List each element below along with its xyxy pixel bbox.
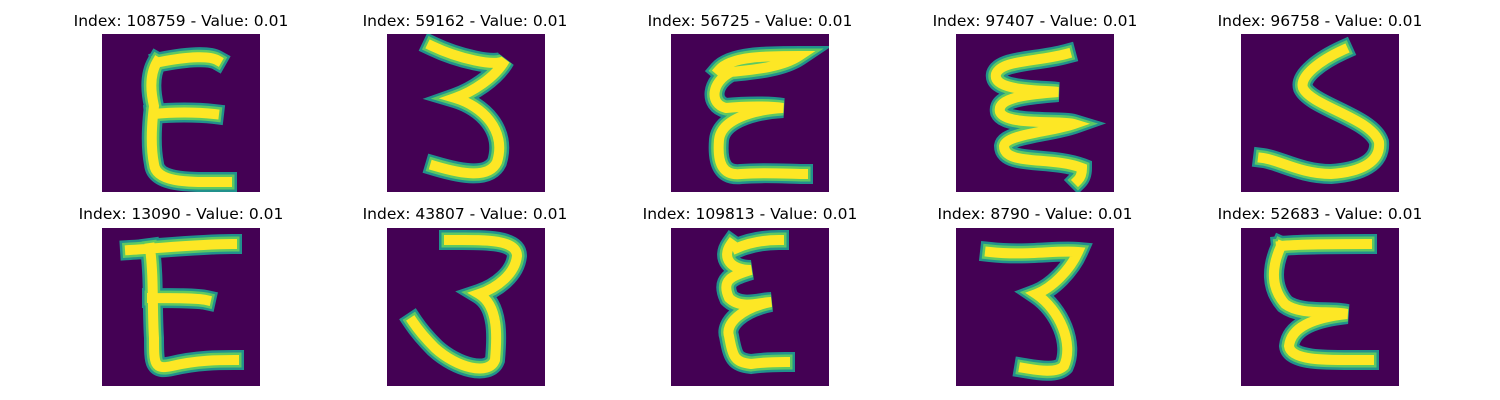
- handwritten-e-image: [671, 228, 829, 386]
- panel-title: Index: 8790 - Value: 0.01: [937, 205, 1133, 223]
- digit-image-panel: [671, 34, 829, 192]
- glyph-stroke: [146, 52, 233, 188]
- panel-title: Index: 96758 - Value: 0.01: [1217, 12, 1423, 30]
- handwritten-e-image: [102, 228, 260, 386]
- glyph-stroke: [721, 234, 791, 370]
- digit-image-panel: [387, 34, 545, 192]
- handwritten-3-image: [387, 34, 545, 192]
- handwritten-e-image: [102, 34, 260, 192]
- panel-title: Index: 97407 - Value: 0.01: [932, 12, 1138, 30]
- glyph-stroke: [425, 39, 510, 179]
- glyph-stroke: [406, 234, 523, 374]
- glyph-stroke: [1268, 238, 1375, 366]
- digit-image-panel: [1241, 228, 1399, 386]
- handwritten-s-image: [1241, 34, 1399, 192]
- panel-title: Index: 109813 - Value: 0.01: [642, 205, 858, 223]
- glyph-stroke: [124, 238, 240, 373]
- panel-title: Index: 108759 - Value: 0.01: [73, 12, 289, 30]
- digit-image-panel: [956, 228, 1114, 386]
- digit-image-panel: [102, 34, 260, 192]
- glyph-stroke: [984, 246, 1086, 376]
- panel-title: Index: 56725 - Value: 0.01: [647, 12, 853, 30]
- panel-title: Index: 59162 - Value: 0.01: [362, 12, 568, 30]
- glyph-stroke: [709, 50, 816, 180]
- handwritten-e-image: [956, 34, 1114, 192]
- digit-image-panel: [387, 228, 545, 386]
- digit-image-panel: [671, 228, 829, 386]
- handwritten-e-image: [671, 34, 829, 192]
- glyph-stroke: [1257, 43, 1385, 180]
- handwritten-3-image: [956, 228, 1114, 386]
- panel-title: Index: 52683 - Value: 0.01: [1217, 205, 1423, 223]
- handwritten-3-image: [387, 228, 545, 386]
- digit-image-panel: [102, 228, 260, 386]
- digit-image-panel: [956, 34, 1114, 192]
- handwritten-e-image: [1241, 228, 1399, 386]
- panel-title: Index: 13090 - Value: 0.01: [78, 205, 284, 223]
- glyph-stroke: [991, 47, 1091, 188]
- digit-image-panel: [1241, 34, 1399, 192]
- panel-title: Index: 43807 - Value: 0.01: [362, 205, 568, 223]
